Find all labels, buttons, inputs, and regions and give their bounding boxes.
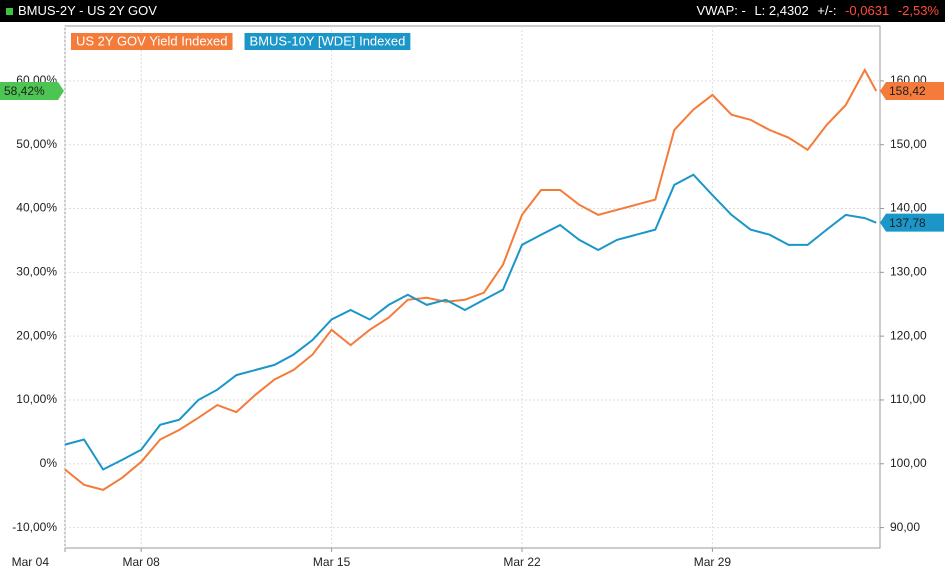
- y-tick-label: 10,00%: [16, 392, 57, 406]
- y-tick-label: 0%: [40, 456, 58, 470]
- value-tag: 137,78: [880, 213, 944, 232]
- icon: [6, 8, 13, 15]
- x-tick-label: Mar 04: [12, 555, 50, 569]
- value-tag-label: 58,42%: [4, 84, 45, 98]
- legend-item: BMUS-10Y [WDE] Indexed: [244, 33, 411, 50]
- value-tag-label: 158,42: [889, 84, 926, 98]
- y-tick-label: 20,00%: [16, 328, 57, 342]
- value-tag-shape: [0, 81, 64, 100]
- value-tag: 58,42%: [0, 81, 64, 100]
- stat: -2,53%: [897, 3, 939, 18]
- legend-swatch: [71, 33, 233, 50]
- header-title: BMUS-2Y - US 2Y GOV: [6, 3, 157, 18]
- y2-tick-label: 140,00: [890, 201, 927, 215]
- y2-tick-label: 110,00: [890, 392, 926, 406]
- y-tick-label: 30,00%: [16, 264, 57, 278]
- series-line: [64, 173, 877, 471]
- y2-tick-label: 100,00: [890, 456, 927, 470]
- y2-tick-label: 90,00: [890, 520, 920, 534]
- legend-swatch: [244, 33, 411, 50]
- y-tick-label: -10,00%: [12, 520, 57, 534]
- value-tag-shape: [880, 81, 944, 100]
- x-tick-label: Mar 15: [313, 555, 351, 569]
- stat: VWAP: -: [696, 3, 746, 18]
- x-tick-label: Mar 08: [122, 555, 160, 569]
- y-tick-label: 40,00%: [16, 201, 57, 215]
- plot-area: [64, 25, 881, 549]
- title-text: BMUS-2Y - US 2Y GOV: [18, 3, 157, 18]
- y2-tick-label: 120,00: [890, 328, 927, 342]
- series-line: [64, 67, 878, 491]
- stat: L: 2,4302: [754, 3, 809, 18]
- y-tick-label: 50,00%: [16, 137, 57, 151]
- value-tag-shape: [880, 213, 944, 232]
- header: BMUS-2Y - US 2Y GOV VWAP: - L: 2,4302 +/…: [0, 0, 945, 22]
- legend-item: US 2Y GOV Yield Indexed: [71, 33, 233, 50]
- y2-tick-label: 150,00: [890, 137, 927, 151]
- legend-label: US 2Y GOV Yield Indexed: [76, 33, 228, 48]
- stat: -0,0631: [845, 3, 890, 18]
- stat: +/-:: [817, 3, 837, 18]
- legend-label: BMUS-10Y [WDE] Indexed: [250, 33, 406, 48]
- x-tick-label: Mar 29: [694, 555, 732, 569]
- y2-tick-label: 130,00: [890, 264, 927, 278]
- header-stats: VWAP: - L: 2,4302 +/-: -0,0631 -2,53%: [691, 3, 939, 18]
- value-tag: 158,42: [880, 81, 944, 100]
- x-tick-label: Mar 22: [503, 555, 541, 569]
- value-tag-label: 137,78: [889, 216, 926, 230]
